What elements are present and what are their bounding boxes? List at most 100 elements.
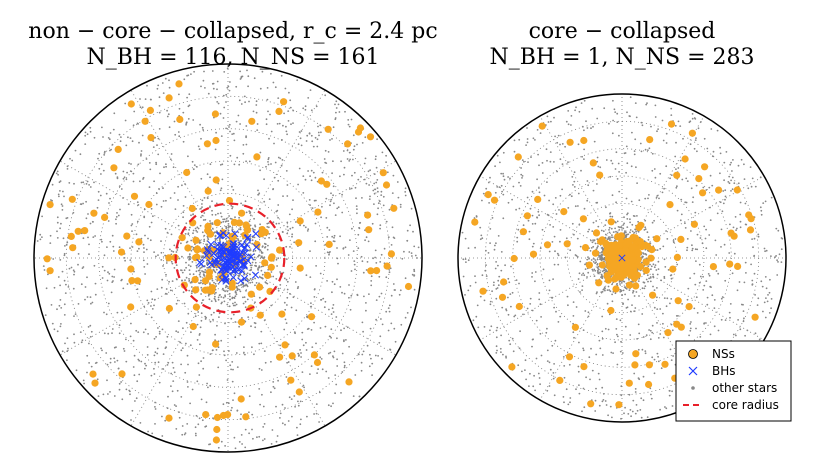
other-star-point [370, 284, 373, 287]
other-star-point [265, 118, 268, 121]
other-star-point [270, 360, 272, 363]
other-star-point [182, 211, 185, 214]
other-star-point [256, 436, 258, 439]
other-star-point [158, 188, 160, 190]
other-star-point [616, 112, 619, 115]
other-star-point [487, 252, 490, 254]
other-star-point [310, 134, 313, 137]
other-star-point [735, 229, 737, 232]
other-star-point [82, 202, 84, 205]
other-star-point [41, 215, 43, 218]
neutron-star-point [165, 254, 173, 262]
other-star-point [73, 182, 75, 185]
other-star-point [49, 242, 52, 245]
other-star-point [225, 225, 227, 228]
other-star-point [299, 137, 302, 140]
other-star-point [770, 255, 772, 257]
other-star-point [140, 154, 142, 157]
other-star-point [180, 269, 182, 271]
neutron-star-point [89, 370, 97, 378]
other-star-point [68, 182, 71, 184]
other-star-point [385, 161, 387, 164]
other-star-point [669, 302, 671, 305]
other-star-point [705, 228, 707, 231]
other-star-point [280, 139, 283, 141]
neutron-star-point [267, 263, 275, 271]
other-star-point [288, 396, 291, 399]
neutron-star-point [387, 250, 395, 258]
black-hole-point [203, 251, 211, 259]
neutron-star-point [310, 351, 318, 359]
other-star-point [601, 253, 604, 256]
other-star-point [164, 77, 167, 80]
neutron-star-point [677, 235, 685, 243]
other-star-point [583, 99, 586, 102]
other-star-point [200, 312, 203, 315]
other-star-point [285, 258, 288, 260]
other-star-point [531, 309, 534, 312]
other-star-point [314, 240, 317, 243]
other-star-point [239, 70, 242, 73]
other-star-point [648, 147, 651, 150]
other-star-point [77, 303, 80, 305]
other-star-point [636, 409, 639, 412]
other-star-point [601, 315, 604, 318]
other-star-point [201, 214, 204, 217]
other-star-point [620, 282, 623, 284]
other-star-point [634, 102, 637, 104]
other-star-point [651, 169, 654, 172]
other-star-point [575, 388, 577, 391]
other-star-point [374, 188, 377, 191]
other-star-point [627, 233, 630, 236]
other-star-point [357, 178, 360, 181]
other-star-point [150, 221, 153, 224]
other-star-point [235, 303, 238, 306]
neutron-star-point [365, 226, 373, 234]
other-star-point [190, 214, 192, 217]
other-star-point [371, 362, 374, 365]
other-star-point [671, 405, 674, 407]
neutron-star-point [674, 297, 682, 305]
other-star-point [587, 311, 590, 314]
other-star-point [258, 435, 261, 438]
other-star-point [751, 177, 754, 180]
other-star-point [496, 186, 499, 188]
other-star-point [596, 183, 598, 185]
other-star-point [327, 352, 330, 355]
other-star-point [622, 289, 625, 292]
other-star-point [629, 310, 632, 313]
other-star-point [88, 362, 90, 364]
other-star-point [186, 423, 189, 425]
other-star-point [570, 115, 573, 117]
other-star-point [647, 236, 650, 239]
other-star-point [573, 233, 575, 236]
neutron-star-point [114, 145, 122, 153]
neutron-star-point [296, 264, 304, 272]
other-star-point [242, 144, 245, 146]
other-star-point [551, 296, 554, 299]
other-star-point [283, 328, 286, 331]
other-star-point [350, 118, 353, 121]
other-star-point [252, 110, 255, 113]
other-star-point [195, 414, 198, 417]
other-star-point [728, 182, 731, 185]
other-star-point [649, 338, 652, 341]
other-star-point [542, 268, 545, 271]
other-star-point [374, 354, 377, 357]
other-star-point [162, 200, 165, 202]
other-star-point [118, 324, 121, 327]
other-star-point [348, 125, 351, 128]
other-star-point [500, 351, 502, 353]
other-star-point [743, 317, 745, 320]
other-star-point [616, 333, 618, 336]
other-star-point [186, 354, 189, 357]
other-star-point [177, 199, 179, 201]
other-star-point [579, 291, 581, 293]
other-star-point [204, 425, 207, 428]
other-star-point [357, 233, 360, 236]
other-star-point [216, 324, 218, 327]
other-star-point [381, 323, 384, 326]
other-star-point [376, 179, 379, 181]
other-star-point [549, 160, 552, 163]
other-star-point [582, 387, 585, 390]
